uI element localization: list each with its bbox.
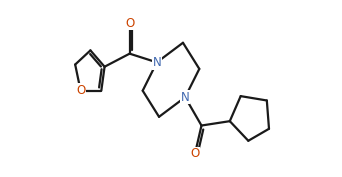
- Text: N: N: [153, 56, 161, 69]
- Text: N: N: [181, 91, 189, 104]
- Text: O: O: [190, 147, 200, 160]
- Text: O: O: [125, 17, 134, 30]
- Text: O: O: [76, 84, 85, 97]
